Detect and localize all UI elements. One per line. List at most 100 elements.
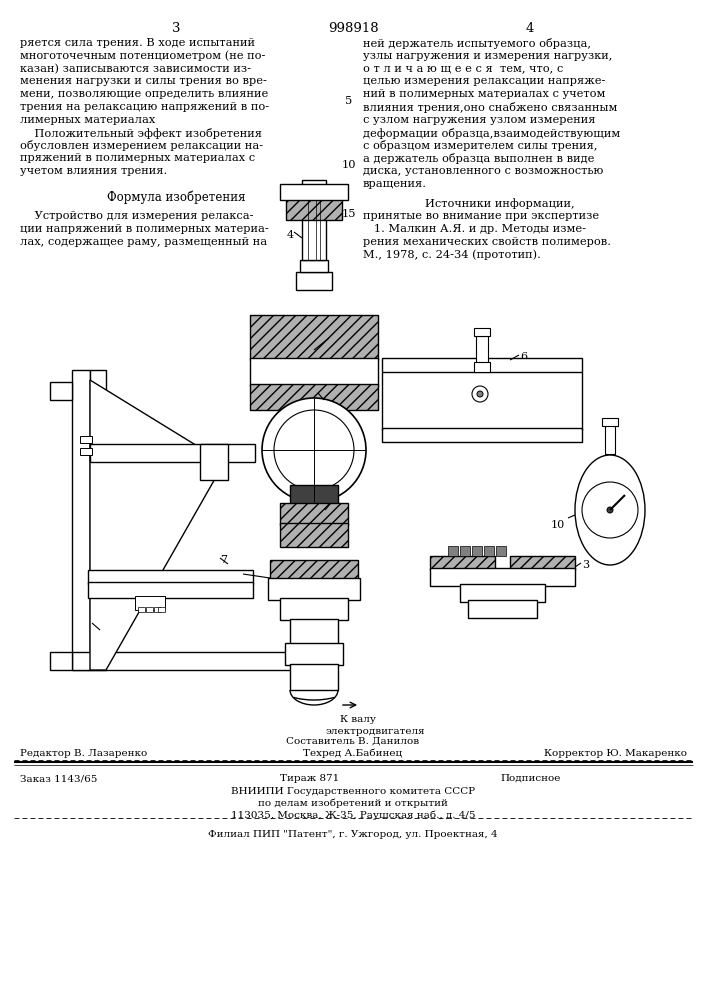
Text: целью измерения релаксации напряже-: целью измерения релаксации напряже-: [363, 76, 605, 86]
Text: по делам изобретений и открытий: по делам изобретений и открытий: [258, 799, 448, 808]
Text: лах, содержащее раму, размещенный на: лах, содержащее раму, размещенный на: [20, 237, 267, 247]
Bar: [290, 664, 338, 690]
Text: 5: 5: [318, 390, 325, 400]
Text: а держатель образца выполнен в виде: а держатель образца выполнен в виде: [363, 153, 595, 164]
Bar: [90, 370, 106, 670]
Bar: [484, 546, 494, 556]
Bar: [474, 362, 490, 372]
Bar: [88, 570, 253, 584]
Text: электродвигателя: электродвигателя: [325, 727, 425, 736]
Ellipse shape: [575, 455, 645, 565]
Bar: [250, 384, 378, 410]
Text: рения механических свойств полимеров.: рения механических свойств полимеров.: [363, 237, 611, 247]
Bar: [286, 198, 342, 220]
Text: с узлом нагружения узлом измерения: с узлом нагружения узлом измерения: [363, 115, 595, 125]
Text: ции напряжений в полимерных материа-: ции напряжений в полимерных материа-: [20, 224, 269, 234]
Text: Источники информации,: Источники информации,: [425, 198, 575, 209]
Bar: [138, 607, 145, 612]
Text: вращения.: вращения.: [363, 179, 427, 189]
Bar: [280, 503, 348, 525]
Bar: [510, 556, 575, 570]
Bar: [302, 180, 326, 200]
Bar: [88, 582, 253, 598]
Text: Техред А.Бабинец: Техред А.Бабинец: [303, 749, 402, 758]
Text: 3: 3: [172, 22, 180, 35]
Text: 9: 9: [330, 335, 337, 345]
Text: Тираж 871: Тираж 871: [280, 774, 339, 783]
Text: К валу: К валу: [340, 715, 376, 724]
Text: 6: 6: [520, 352, 527, 362]
Bar: [602, 418, 618, 426]
Text: 10: 10: [341, 160, 356, 170]
Text: 113035, Москва, Ж-35, Раушская наб., д. 4/5: 113035, Москва, Ж-35, Раушская наб., д. …: [230, 811, 475, 820]
Text: 10: 10: [551, 520, 565, 530]
Polygon shape: [90, 380, 220, 670]
Bar: [472, 546, 482, 556]
Bar: [250, 358, 378, 386]
Text: Составитель В. Данилов: Составитель В. Данилов: [286, 737, 419, 746]
Bar: [290, 485, 338, 505]
Text: менения нагрузки и силы трения во вре-: менения нагрузки и силы трения во вре-: [20, 76, 267, 86]
Circle shape: [274, 410, 354, 490]
Text: узлы нагружения и измерения нагрузки,: узлы нагружения и измерения нагрузки,: [363, 51, 612, 61]
Text: обусловлен измерением релаксации на-: обусловлен измерением релаксации на-: [20, 140, 263, 151]
Text: о т л и ч а ю щ е е с я  тем, что, с: о т л и ч а ю щ е е с я тем, что, с: [363, 64, 563, 74]
Bar: [50, 652, 72, 670]
Text: 7: 7: [220, 555, 227, 565]
Text: пряжений в полимерных материалах с: пряжений в полимерных материалах с: [20, 153, 255, 163]
Bar: [154, 607, 161, 612]
Text: ней держатель испытуемого образца,: ней держатель испытуемого образца,: [363, 38, 591, 49]
Text: многоточечным потенциометром (не по-: многоточечным потенциометром (не по-: [20, 51, 265, 61]
Text: Подписное: Подписное: [500, 774, 561, 783]
Bar: [302, 200, 326, 260]
Text: 5: 5: [346, 96, 353, 106]
Bar: [80, 436, 92, 443]
Bar: [146, 607, 153, 612]
Text: Устройство для измерения релакса-: Устройство для измерения релакса-: [20, 211, 254, 221]
Text: 15: 15: [341, 209, 356, 219]
Circle shape: [477, 391, 483, 397]
Bar: [605, 424, 615, 454]
Bar: [382, 358, 582, 372]
Bar: [158, 607, 165, 612]
Circle shape: [472, 386, 488, 402]
Bar: [285, 643, 343, 665]
Text: 4: 4: [526, 22, 534, 35]
Text: Редактор В. Лазаренко: Редактор В. Лазаренко: [20, 749, 147, 758]
Text: учетом влияния трения.: учетом влияния трения.: [20, 166, 168, 176]
Text: 4: 4: [287, 230, 294, 240]
Text: Заказ 1143/65: Заказ 1143/65: [20, 774, 98, 783]
Bar: [280, 184, 348, 200]
Bar: [72, 652, 292, 670]
Bar: [430, 556, 495, 570]
Text: ряется сила трения. В ходе испытаний: ряется сила трения. В ходе испытаний: [20, 38, 255, 48]
Bar: [280, 523, 348, 547]
Text: Формула изобретения: Формула изобретения: [107, 191, 245, 204]
Text: 2.: 2.: [233, 572, 243, 582]
Bar: [90, 444, 255, 462]
Bar: [280, 598, 348, 620]
Bar: [460, 584, 545, 602]
Text: принятые во внимание при экспертизе: принятые во внимание при экспертизе: [363, 211, 599, 221]
Text: 8: 8: [332, 500, 339, 510]
Text: Филиал ПИП "Патент", г. Ужгород, ул. Проектная, 4: Филиал ПИП "Патент", г. Ужгород, ул. Про…: [208, 830, 498, 839]
Bar: [448, 546, 458, 556]
Bar: [72, 370, 90, 670]
Bar: [250, 315, 378, 360]
Text: трения на релаксацию напряжений в по-: трения на релаксацию напряжений в по-: [20, 102, 269, 112]
Text: 1: 1: [85, 620, 92, 630]
Bar: [135, 596, 165, 610]
Text: ний в полимерных материалах с учетом: ний в полимерных материалах с учетом: [363, 89, 605, 99]
Text: Положительный эффект изобретения: Положительный эффект изобретения: [20, 128, 262, 139]
Text: 3: 3: [582, 560, 589, 570]
Bar: [270, 560, 358, 580]
Text: влияния трения,оно снабжено связанным: влияния трения,оно снабжено связанным: [363, 102, 617, 113]
Bar: [296, 272, 332, 290]
Text: диска, установленного с возможностью: диска, установленного с возможностью: [363, 166, 603, 176]
Bar: [474, 328, 490, 336]
Text: 998918: 998918: [327, 22, 378, 35]
Bar: [496, 546, 506, 556]
Bar: [290, 619, 338, 645]
Text: 1. Малкин А.Я. и др. Методы изме-: 1. Малкин А.Я. и др. Методы изме-: [363, 224, 586, 234]
Bar: [430, 568, 575, 586]
